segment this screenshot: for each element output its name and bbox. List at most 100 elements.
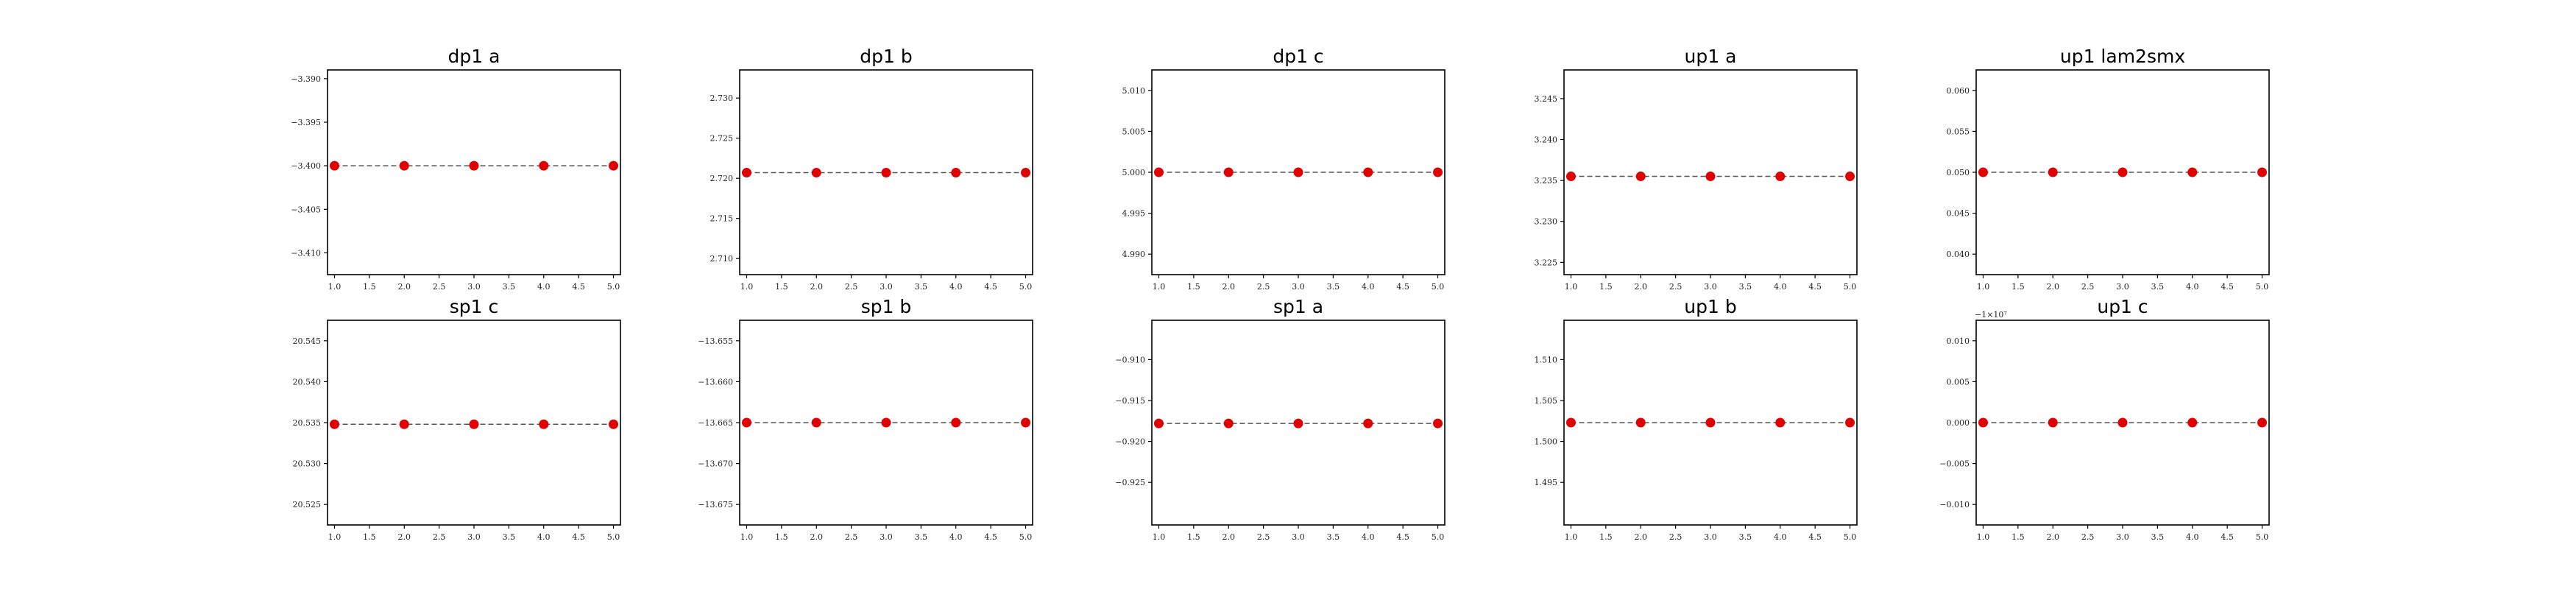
- subplot-title: dp1 b: [860, 46, 912, 67]
- x-tick-label: 5.0: [1844, 282, 1857, 292]
- x-tick-label: 4.0: [2186, 532, 2199, 542]
- y-tick-label: −3.405: [291, 205, 321, 214]
- y-tick-label: 0.010: [1947, 336, 1970, 346]
- y-tick-label: 0.055: [1947, 127, 1970, 136]
- y-tick-label: 2.710: [710, 254, 734, 264]
- axes-frame: [327, 69, 621, 275]
- subplot-2: dp1 b 1.0 1.5 2.0 2.5 3.0 3.5 4.0 4.5 5.0 2.730 2.7…: [710, 46, 1033, 292]
- x-tick-label: 5.0: [1432, 282, 1445, 292]
- x-tick-label: 3.0: [467, 532, 481, 542]
- y-tick-label: 0.060: [1947, 86, 1970, 96]
- x-tick-label: 4.5: [572, 532, 585, 542]
- y-tick-label: −0.005: [1939, 459, 1970, 469]
- x-tick-label: 1.5: [1187, 282, 1200, 292]
- x-tick-label: 1.0: [1565, 282, 1578, 292]
- data-point: [1223, 418, 1234, 428]
- x-tick-label: 2.5: [1257, 282, 1270, 292]
- x-tick-label: 1.0: [328, 532, 342, 542]
- data-point: [1153, 167, 1164, 177]
- data-point: [1433, 418, 1443, 428]
- data-point: [469, 161, 479, 171]
- x-tick-label: 2.0: [1222, 532, 1235, 542]
- subplot-title: dp1 a: [448, 46, 500, 67]
- y-tick-label: 20.535: [293, 418, 322, 428]
- x-tick-label: 3.5: [1739, 282, 1752, 292]
- x-tick-label: 2.5: [433, 532, 446, 542]
- y-tick-label: 1.510: [1535, 355, 1558, 364]
- data-point: [329, 161, 339, 171]
- y-tick-label: 0.050: [1947, 168, 1970, 177]
- y-tick-label: 3.245: [1535, 94, 1558, 104]
- data-point: [1153, 418, 1164, 428]
- x-tick-label: 5.0: [1019, 282, 1033, 292]
- x-tick-label: 2.0: [1634, 282, 1647, 292]
- data-point: [1845, 172, 1855, 182]
- y-tick-label: 3.240: [1535, 135, 1558, 145]
- x-tick-label: 4.0: [1774, 282, 1787, 292]
- data-point: [881, 168, 891, 178]
- y-tick-label: 1.505: [1535, 396, 1558, 406]
- y-tick-label: 5.005: [1122, 127, 1146, 136]
- x-tick-label: 3.5: [915, 282, 928, 292]
- subplot-7: sp1 b 1.0 1.5 2.0 2.5 3.0 3.5 4.0 4.5 5.0 −13.655 −…: [698, 296, 1033, 542]
- x-tick-label: 3.5: [1327, 532, 1340, 542]
- x-tick-label: 2.5: [845, 532, 858, 542]
- x-tick-label: 2.5: [845, 282, 858, 292]
- data-point: [1433, 167, 1443, 177]
- y-axis-offset-label: −1×10⁷: [1975, 310, 2007, 320]
- y-tick-label: −13.675: [698, 500, 733, 509]
- data-point: [2048, 417, 2058, 428]
- x-tick-label: 3.0: [1292, 282, 1305, 292]
- y-tick-label: 5.000: [1122, 168, 1146, 177]
- data-point: [539, 161, 549, 171]
- y-tick-label: 3.235: [1535, 176, 1558, 186]
- x-tick-label: 4.5: [1808, 532, 1822, 542]
- x-tick-label: 4.5: [1396, 282, 1409, 292]
- data-point: [1845, 417, 1855, 428]
- y-tick-label: 2.730: [710, 94, 734, 103]
- x-tick-label: 1.0: [1565, 532, 1578, 542]
- x-tick-label: 4.5: [2221, 532, 2234, 542]
- x-tick-label: 1.5: [775, 282, 788, 292]
- x-tick-label: 1.5: [2011, 532, 2025, 542]
- y-tick-label: 2.725: [710, 134, 734, 144]
- data-point: [1363, 167, 1373, 177]
- x-tick-label: 3.0: [2116, 532, 2129, 542]
- y-tick-label: 0.040: [1947, 250, 1970, 259]
- x-tick-label: 3.5: [1739, 532, 1752, 542]
- x-tick-label: 3.0: [1704, 282, 1717, 292]
- x-tick-label: 3.0: [880, 282, 893, 292]
- data-point: [329, 419, 339, 429]
- x-tick-label: 2.0: [2046, 282, 2059, 292]
- data-point: [2048, 167, 2058, 177]
- x-tick-label: 5.0: [1844, 532, 1857, 542]
- x-tick-label: 5.0: [607, 532, 620, 542]
- y-tick-label: 2.720: [710, 174, 734, 183]
- x-tick-label: 1.5: [2011, 282, 2025, 292]
- data-point: [1978, 167, 1988, 177]
- y-tick-label: 20.525: [293, 500, 322, 509]
- x-tick-label: 2.0: [1634, 532, 1647, 542]
- x-tick-label: 2.5: [1669, 532, 1682, 542]
- data-point: [811, 417, 821, 428]
- data-point: [1775, 417, 1786, 428]
- x-tick-label: 4.0: [1362, 532, 1375, 542]
- y-tick-label: −0.010: [1939, 500, 1970, 509]
- data-point: [1705, 417, 1716, 428]
- y-tick-label: −0.925: [1115, 478, 1145, 487]
- y-tick-label: 1.500: [1535, 437, 1558, 447]
- x-tick-label: 5.0: [607, 282, 620, 292]
- subplot-8: sp1 a 1.0 1.5 2.0 2.5 3.0 3.5 4.0 4.5 5.0 −0.910 −0…: [1115, 296, 1446, 542]
- x-tick-label: 1.5: [1599, 532, 1613, 542]
- y-tick-label: −0.910: [1115, 355, 1145, 364]
- data-point: [741, 168, 751, 178]
- x-tick-label: 4.0: [949, 532, 963, 542]
- subplot-title: dp1 c: [1273, 46, 1323, 67]
- x-tick-label: 5.0: [2256, 282, 2269, 292]
- x-tick-label: 3.0: [1292, 532, 1305, 542]
- y-tick-label: −3.395: [291, 118, 321, 127]
- y-tick-label: −3.410: [291, 248, 321, 258]
- data-point: [1635, 172, 1646, 182]
- x-tick-label: 3.5: [2151, 282, 2165, 292]
- x-tick-label: 3.0: [880, 532, 893, 542]
